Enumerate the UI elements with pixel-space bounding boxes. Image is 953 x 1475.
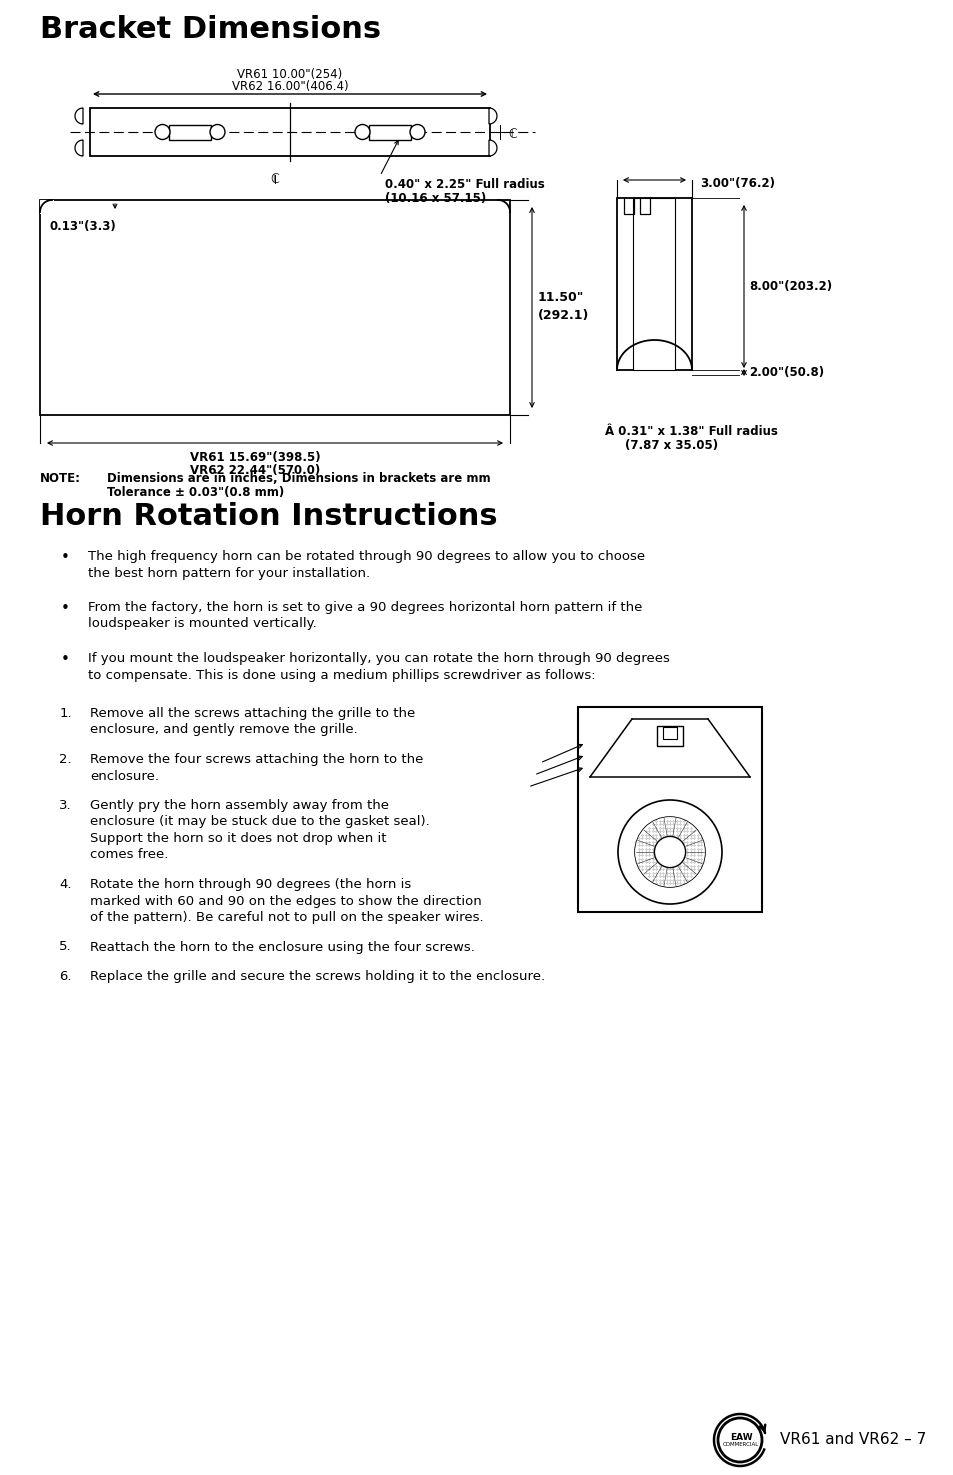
Text: Remove the four screws attaching the horn to the: Remove the four screws attaching the hor… (90, 754, 423, 766)
Text: COMMERCIAL: COMMERCIAL (722, 1443, 759, 1447)
Text: (292.1): (292.1) (537, 308, 589, 322)
Text: If you mount the loudspeaker horizontally, you can rotate the horn through 90 de: If you mount the loudspeaker horizontall… (88, 652, 669, 665)
Text: The high frequency horn can be rotated through 90 degrees to allow you to choose: The high frequency horn can be rotated t… (88, 550, 644, 563)
Bar (633, 198, 675, 370)
Text: Replace the grille and secure the screws holding it to the enclosure.: Replace the grille and secure the screws… (90, 971, 544, 982)
Bar (90, 108, 490, 156)
Text: 0.40" x 2.25" Full radius: 0.40" x 2.25" Full radius (385, 178, 544, 190)
Text: enclosure.: enclosure. (90, 770, 159, 783)
Polygon shape (489, 140, 497, 156)
Text: VR62 22.44"(570.0): VR62 22.44"(570.0) (190, 465, 320, 476)
Text: the best horn pattern for your installation.: the best horn pattern for your installat… (88, 566, 370, 580)
Text: Remove all the screws attaching the grille to the: Remove all the screws attaching the gril… (90, 707, 415, 720)
Text: ℂ: ℂ (507, 127, 517, 140)
Text: •: • (60, 652, 70, 667)
Text: of the pattern). Be careful not to pull on the speaker wires.: of the pattern). Be careful not to pull … (90, 912, 483, 923)
Text: 2.00"(50.8): 2.00"(50.8) (748, 366, 823, 379)
Circle shape (210, 124, 225, 140)
Text: •: • (60, 550, 70, 565)
Bar (369, 124, 411, 140)
Bar (40, 201, 54, 214)
Text: 3.: 3. (59, 799, 71, 813)
Circle shape (410, 124, 424, 140)
Text: Â 0.31" x 1.38" Full radius: Â 0.31" x 1.38" Full radius (604, 425, 777, 438)
Text: (10.16 x 57.15): (10.16 x 57.15) (385, 192, 486, 205)
Text: 0.13"(3.3): 0.13"(3.3) (50, 220, 116, 233)
Text: Gently pry the horn assembly away from the: Gently pry the horn assembly away from t… (90, 799, 389, 813)
Circle shape (718, 1417, 761, 1462)
Text: Support the horn so it does not drop when it: Support the horn so it does not drop whe… (90, 832, 386, 845)
Circle shape (355, 124, 370, 140)
Text: Tolerance ± 0.03"(0.8 mm): Tolerance ± 0.03"(0.8 mm) (107, 485, 284, 499)
Text: Horn Rotation Instructions: Horn Rotation Instructions (40, 502, 497, 531)
Text: 2.: 2. (59, 754, 71, 766)
Circle shape (654, 836, 685, 867)
Text: 4.: 4. (59, 878, 71, 891)
Text: Dimensions are in inches, Dimensions in brackets are mm: Dimensions are in inches, Dimensions in … (107, 472, 490, 485)
Text: •: • (60, 600, 70, 617)
Polygon shape (489, 108, 497, 124)
Bar (617, 198, 691, 370)
Text: EAW: EAW (729, 1432, 752, 1441)
Polygon shape (75, 108, 83, 124)
Polygon shape (75, 140, 83, 156)
Text: 8.00"(203.2): 8.00"(203.2) (748, 280, 831, 294)
Circle shape (618, 799, 721, 904)
Text: 5.: 5. (59, 941, 71, 953)
Text: From the factory, the horn is set to give a 90 degrees horizontal horn pattern i: From the factory, the horn is set to giv… (88, 600, 641, 614)
Text: enclosure (it may be stuck due to the gasket seal).: enclosure (it may be stuck due to the ga… (90, 816, 429, 829)
Text: 3.00"(76.2): 3.00"(76.2) (700, 177, 774, 190)
Bar (662, 727, 677, 739)
Bar (169, 124, 211, 140)
Text: ℂ: ℂ (271, 173, 279, 186)
Text: NOTE:: NOTE: (40, 472, 81, 485)
Bar (657, 726, 682, 746)
Text: VR61 and VR62 – 7: VR61 and VR62 – 7 (780, 1432, 925, 1447)
Bar (40, 201, 510, 414)
Text: VR62 16.00"(406.4): VR62 16.00"(406.4) (232, 80, 348, 93)
Text: VR61 15.69"(398.5): VR61 15.69"(398.5) (190, 451, 320, 465)
Text: comes free.: comes free. (90, 848, 168, 861)
Text: 1.: 1. (59, 707, 71, 720)
Circle shape (154, 124, 170, 140)
Text: 6.: 6. (59, 971, 71, 982)
Text: 11.50": 11.50" (537, 291, 584, 304)
Text: loudspeaker is mounted vertically.: loudspeaker is mounted vertically. (88, 618, 316, 630)
Text: Bracket Dimensions: Bracket Dimensions (40, 15, 381, 44)
Text: enclosure, and gently remove the grille.: enclosure, and gently remove the grille. (90, 724, 357, 736)
Text: marked with 60 and 90 on the edges to show the direction: marked with 60 and 90 on the edges to sh… (90, 894, 481, 907)
Text: to compensate. This is done using a medium phillips screwdriver as follows:: to compensate. This is done using a medi… (88, 668, 595, 681)
Text: Reattach the horn to the enclosure using the four screws.: Reattach the horn to the enclosure using… (90, 941, 475, 953)
Text: (7.87 x 35.05): (7.87 x 35.05) (624, 440, 718, 451)
Text: Rotate the horn through 90 degrees (the horn is: Rotate the horn through 90 degrees (the … (90, 878, 411, 891)
Bar (578, 707, 761, 912)
Text: VR61 10.00"(254): VR61 10.00"(254) (237, 68, 342, 81)
